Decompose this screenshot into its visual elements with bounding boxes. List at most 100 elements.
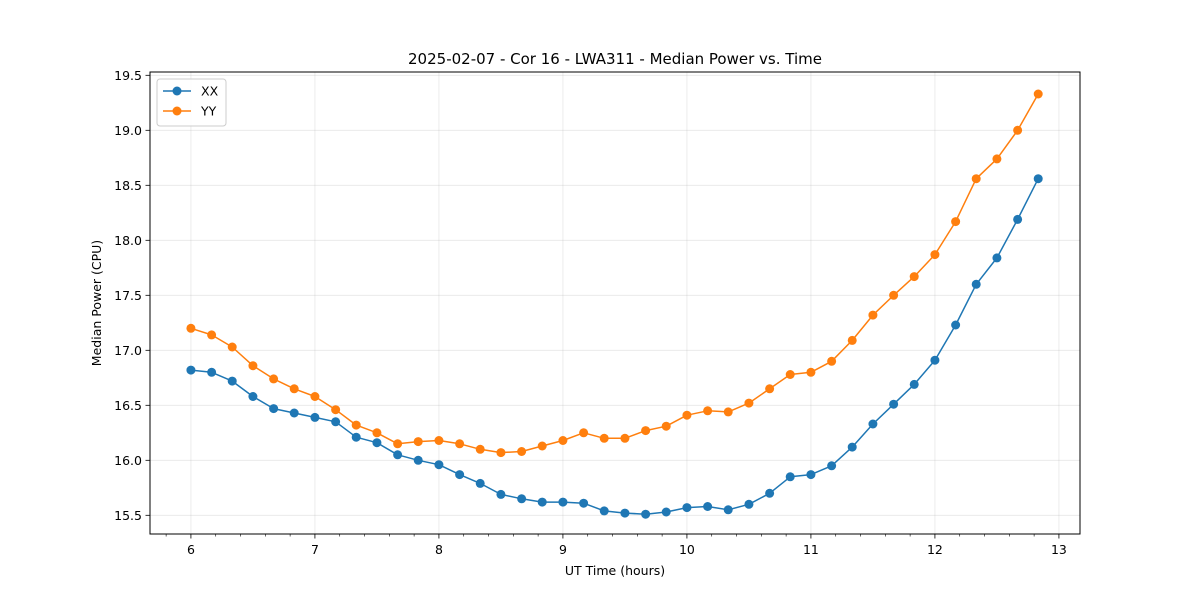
data-point-yy (475, 444, 485, 454)
data-point-xx (889, 399, 899, 409)
x-tick-label: 12 (927, 542, 943, 557)
data-point-yy (661, 421, 671, 431)
data-point-xx (620, 508, 630, 518)
data-point-yy (434, 436, 444, 445)
x-tick-label: 7 (311, 542, 319, 557)
data-point-xx (868, 419, 878, 429)
data-point-yy (351, 420, 361, 430)
data-point-xx (971, 279, 981, 289)
data-point-xx (682, 503, 692, 513)
legend-marker-yy (172, 106, 182, 116)
data-point-xx (992, 253, 1002, 263)
series-layer (186, 89, 1043, 519)
data-point-xx (186, 365, 196, 375)
data-point-yy (186, 323, 196, 333)
data-point-yy (579, 428, 589, 438)
data-point-yy (682, 410, 692, 420)
y-axis-label: Median Power (CPU) (89, 240, 104, 366)
data-point-xx (744, 499, 754, 509)
data-point-xx (806, 470, 816, 480)
data-point-xx (599, 506, 609, 516)
data-point-xx (1033, 174, 1043, 184)
data-point-yy (517, 447, 527, 456)
x-tick-label: 11 (803, 542, 819, 557)
y-tick-label: 18.5 (114, 178, 142, 193)
data-point-yy (413, 437, 423, 447)
data-point-xx (207, 367, 217, 377)
data-point-yy (806, 367, 816, 377)
x-tick-label: 13 (1051, 542, 1067, 557)
data-point-yy (227, 342, 237, 352)
data-point-yy (537, 441, 547, 451)
data-point-yy (248, 361, 258, 371)
data-point-xx (930, 355, 940, 365)
data-point-yy (992, 154, 1002, 164)
data-point-xx (661, 507, 671, 517)
y-tick-label: 18.0 (114, 233, 142, 248)
data-point-yy (310, 392, 320, 401)
data-point-yy (868, 310, 878, 320)
legend-marker-xx (172, 86, 182, 96)
data-point-xx (289, 408, 299, 418)
data-point-xx (434, 460, 444, 470)
data-point-yy (951, 217, 961, 227)
data-point-yy (641, 426, 651, 436)
data-point-yy (723, 407, 733, 417)
legend: XX YY (156, 78, 227, 127)
data-point-xx (537, 497, 547, 507)
data-point-yy (971, 174, 981, 184)
data-point-xx (331, 417, 341, 427)
data-point-yy (930, 250, 940, 260)
data-point-xx (413, 455, 423, 465)
data-point-yy (909, 272, 919, 282)
y-tick-label: 19.5 (114, 68, 142, 83)
x-tick-label: 9 (559, 542, 567, 557)
data-point-xx (558, 497, 568, 507)
data-point-yy (207, 330, 217, 340)
data-point-xx (248, 392, 258, 401)
grid (150, 72, 1080, 534)
data-point-xx (455, 470, 465, 480)
data-point-xx (496, 489, 506, 499)
data-point-yy (785, 370, 795, 379)
legend-label-xx: XX (201, 84, 219, 99)
data-point-yy (1033, 89, 1043, 99)
data-point-xx (1013, 214, 1023, 224)
data-point-xx (372, 438, 382, 448)
y-axis-ticks: 15.5 16.0 16.5 17.0 17.5 18.0 18.5 19.0 19.5 (114, 68, 150, 523)
data-point-yy (496, 448, 506, 458)
data-point-yy (331, 405, 341, 415)
data-point-yy (289, 384, 299, 394)
data-point-yy (1013, 125, 1023, 135)
data-point-xx (269, 404, 279, 414)
data-point-xx (723, 505, 733, 515)
y-tick-label: 15.5 (114, 508, 142, 523)
data-point-xx (517, 494, 527, 504)
x-axis-ticks: 6 7 8 9 10 11 12 13 (165, 534, 1067, 557)
data-point-yy (599, 433, 609, 443)
data-point-yy (269, 374, 279, 384)
data-point-xx (393, 450, 403, 460)
data-point-yy (744, 398, 754, 408)
data-point-yy (620, 433, 630, 443)
y-tick-label: 17.5 (114, 288, 142, 303)
data-point-xx (227, 376, 237, 386)
data-point-yy (455, 439, 465, 449)
y-tick-label: 16.5 (114, 398, 142, 413)
data-point-yy (889, 290, 899, 300)
data-point-yy (558, 436, 568, 445)
data-point-xx (827, 461, 837, 471)
y-tick-label: 19.0 (114, 123, 142, 138)
x-tick-label: 10 (679, 542, 695, 557)
data-point-yy (765, 384, 775, 394)
chart-title: 2025-02-07 - Cor 16 - LWA311 - Median Po… (408, 50, 822, 68)
data-point-yy (372, 428, 382, 438)
data-point-xx (579, 498, 589, 508)
data-point-yy (827, 356, 837, 366)
legend-label-yy: YY (200, 104, 217, 119)
y-tick-label: 17.0 (114, 343, 142, 358)
plot-area-frame (149, 71, 1081, 535)
y-tick-label: 16.0 (114, 453, 142, 468)
data-point-xx (847, 442, 857, 452)
